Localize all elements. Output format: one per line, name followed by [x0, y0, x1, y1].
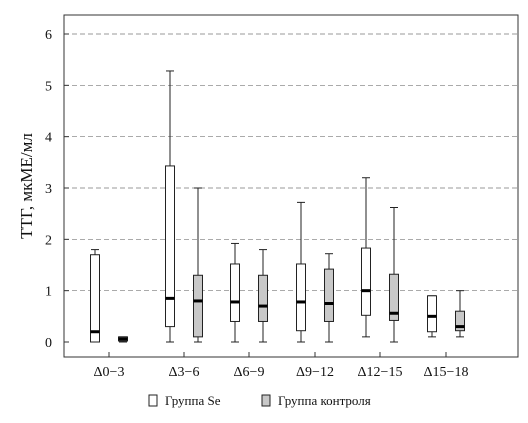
x-category-label: Δ0−3: [94, 365, 125, 380]
x-axis-categories: Δ0−3 Δ3−6 Δ6−9 Δ9−12 Δ12−15 Δ15−18: [94, 352, 469, 380]
y-axis-label: ТТГ, мкМЕ/мл: [17, 133, 36, 239]
legend-label-control: Группа контроля: [278, 393, 371, 408]
box-se-5: [427, 295, 437, 338]
legend-swatch-control: [261, 394, 271, 407]
box: [455, 310, 465, 332]
box: [193, 274, 203, 338]
box: [427, 295, 437, 333]
y-tick-label-1: 1: [45, 285, 52, 300]
x-category-label: Δ9−12: [296, 365, 334, 380]
box-control-5: [455, 290, 465, 338]
grid-lines: [64, 33, 518, 292]
y-tick-label-4: 4: [45, 131, 52, 146]
y-axis-ticks: 0 1 2 3 4 5 6: [45, 28, 69, 351]
y-tick-label-2: 2: [45, 233, 52, 248]
box-control-3: [324, 253, 334, 343]
y-tick-label-6: 6: [45, 28, 52, 43]
box: [361, 247, 371, 316]
box: [165, 165, 175, 328]
box-se-4: [361, 177, 371, 338]
box-control-4: [389, 207, 399, 343]
box-control-2: [258, 249, 268, 343]
y-tick-label-5: 5: [45, 79, 52, 94]
box-se-1: [165, 70, 175, 343]
box-control-1: [193, 187, 203, 343]
box: [296, 263, 306, 332]
y-tick-label-0: 0: [45, 336, 52, 351]
box-series: [90, 70, 465, 343]
box: [389, 273, 399, 321]
y-tick-label-3: 3: [45, 182, 52, 197]
box: [90, 254, 100, 343]
plot-frame: [63, 14, 519, 358]
x-category-label: Δ3−6: [169, 365, 200, 380]
legend-label-se: Группа Se: [165, 393, 221, 408]
legend: Группа Se Группа контроля: [148, 393, 371, 408]
box-se-0: [90, 249, 100, 343]
x-category-label: Δ6−9: [234, 365, 265, 380]
box: [258, 274, 268, 322]
box: [324, 268, 334, 322]
box: [230, 263, 240, 322]
box-control-0: [118, 336, 128, 343]
x-category-label: Δ15−18: [424, 365, 469, 380]
box-se-3: [296, 201, 306, 343]
x-category-label: Δ12−15: [358, 365, 403, 380]
box-se-2: [230, 242, 240, 343]
legend-swatch-se: [148, 394, 158, 407]
